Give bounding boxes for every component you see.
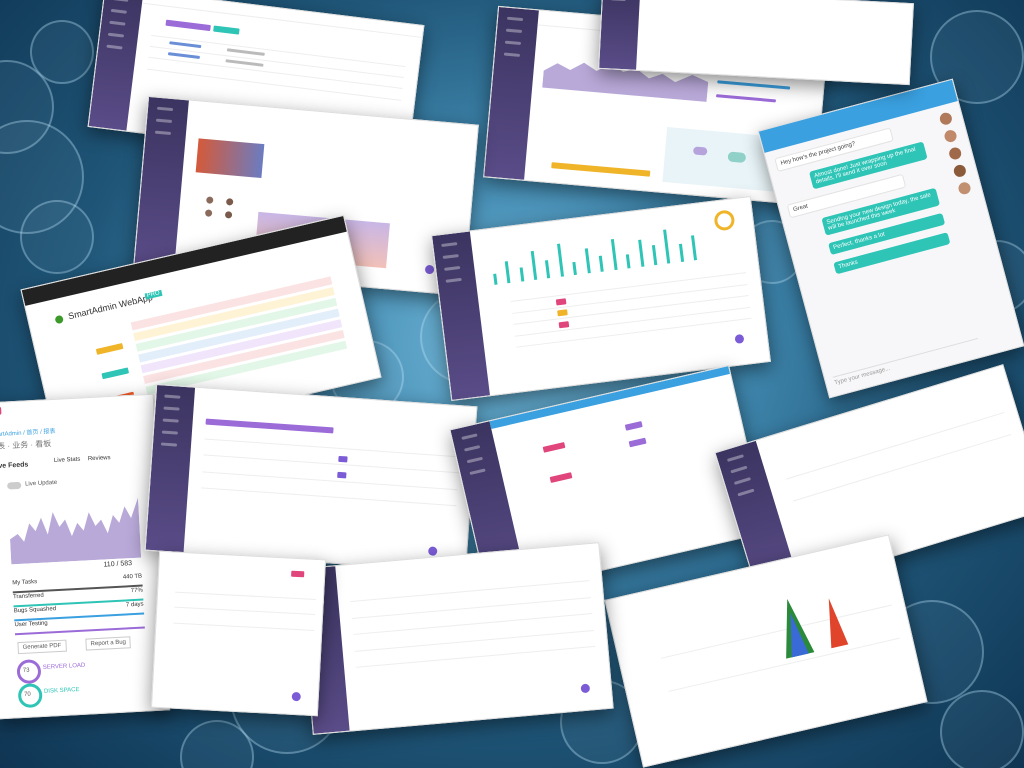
- table-cell: [225, 59, 264, 68]
- report-bug-button[interactable]: Report a Bug: [85, 636, 132, 651]
- progress-line: [717, 80, 791, 90]
- server-load-label: SERVER LOAD: [42, 662, 86, 671]
- screenshot-card-table-3: [298, 542, 614, 735]
- peak-chart: [785, 598, 848, 659]
- badge: [549, 472, 573, 484]
- live-update-label: Live Update: [25, 479, 58, 488]
- live-feeds-panel: SmartAdmin / 首页 / 报表 图表 · 业务 · 看板 Live F…: [0, 393, 171, 720]
- metric-bar: [14, 626, 145, 636]
- card-topbar: [142, 0, 424, 39]
- widgets-badge: PRO: [144, 290, 163, 300]
- table-row: [516, 318, 752, 349]
- table-row: [203, 454, 459, 474]
- bokeh-circle: [20, 200, 94, 274]
- donut-chart: [712, 209, 736, 232]
- screenshot-card-table-2: [144, 383, 478, 574]
- metric-label: Bugs Squashed: [13, 606, 57, 615]
- toolbar-icon: [291, 571, 305, 578]
- card-sidebar: [599, 0, 641, 70]
- tab-chip: [165, 19, 211, 32]
- fab-button[interactable]: [734, 334, 745, 345]
- status-chip: [557, 309, 568, 317]
- disk-space-label: DISK SPACE: [43, 687, 80, 695]
- metric-label: Transferred: [12, 592, 44, 601]
- bokeh-circle: [180, 720, 254, 768]
- fab-button[interactable]: [425, 264, 435, 275]
- table-row: [172, 622, 315, 631]
- live-area-chart: [10, 497, 142, 565]
- chat-message-list: Hey how's the project going? Almost done!…: [774, 120, 954, 290]
- table-row: [174, 591, 317, 600]
- avatar: [225, 197, 234, 206]
- chat-avatars: [938, 110, 976, 196]
- tab-reviews[interactable]: Reviews: [87, 455, 111, 463]
- tab-chip: [213, 25, 240, 35]
- table-row: [356, 646, 596, 669]
- fab-button[interactable]: [427, 546, 438, 556]
- area-chart: [541, 62, 708, 102]
- badge: [542, 442, 566, 454]
- breadcrumb: SmartAdmin / 首页 / 报表: [0, 428, 56, 439]
- logo-icon: [54, 314, 65, 325]
- server-load-value: 73: [22, 667, 30, 674]
- page-subtitle: 图表 · 业务 · 看板: [0, 439, 52, 452]
- bokeh-circle: [940, 690, 1024, 768]
- tab-strip: [205, 418, 334, 434]
- menu-icon[interactable]: [0, 406, 2, 416]
- bar-chart: [485, 222, 712, 286]
- metric-value: 77%: [130, 587, 144, 595]
- metrics-list: My Tasks 440 TB Transferred 77% Bugs Squashe…: [12, 574, 145, 637]
- avatar: [204, 209, 213, 217]
- live-readout: 110 / 583: [103, 560, 133, 569]
- status-chip: [337, 455, 348, 463]
- status-chip: [555, 297, 567, 306]
- avatar: [206, 195, 214, 204]
- table-row: [173, 606, 316, 616]
- status-strip: [551, 161, 651, 177]
- progress-line: [716, 94, 776, 103]
- live-feeds-title: Live Feeds: [0, 461, 29, 471]
- screenshot-card-peak-chart: [604, 534, 928, 768]
- table-cell: [226, 48, 266, 57]
- media-thumbnail: [195, 138, 265, 179]
- live-update-toggle[interactable]: [7, 481, 22, 490]
- fab-button[interactable]: [580, 683, 591, 693]
- screenshot-card-dashboard: [483, 5, 829, 207]
- widget-tag: [96, 343, 124, 356]
- widgets-title: SmartAdmin WebApp: [67, 292, 154, 322]
- bokeh-circle: [30, 20, 94, 84]
- metric-label: My Tasks: [12, 579, 38, 587]
- chat-panel: Hey how's the project going? Almost done!…: [757, 78, 1024, 399]
- table-row: [204, 437, 461, 457]
- status-chip: [336, 472, 347, 479]
- fab-button[interactable]: [291, 692, 301, 702]
- table-row: [202, 470, 458, 490]
- status-chip: [558, 320, 569, 328]
- badge: [628, 437, 647, 448]
- table-row: [201, 487, 457, 507]
- tab-live-stats[interactable]: Live Stats: [53, 456, 81, 465]
- avatar: [224, 211, 233, 219]
- metric-value: 7 days: [125, 601, 144, 609]
- disk-space-value: 70: [24, 691, 32, 698]
- table-cell: [169, 41, 202, 49]
- card-sidebar: [88, 0, 144, 131]
- metric-value: 440 TB: [122, 573, 143, 581]
- card-sidebar: [484, 6, 539, 180]
- table-cell: [168, 52, 201, 60]
- badge: [624, 421, 643, 431]
- widget-tag: [101, 367, 129, 380]
- screenshot-card-list: [151, 550, 326, 717]
- metric-label: User Testing: [14, 620, 48, 629]
- generate-pdf-button[interactable]: Generate PDF: [17, 639, 67, 655]
